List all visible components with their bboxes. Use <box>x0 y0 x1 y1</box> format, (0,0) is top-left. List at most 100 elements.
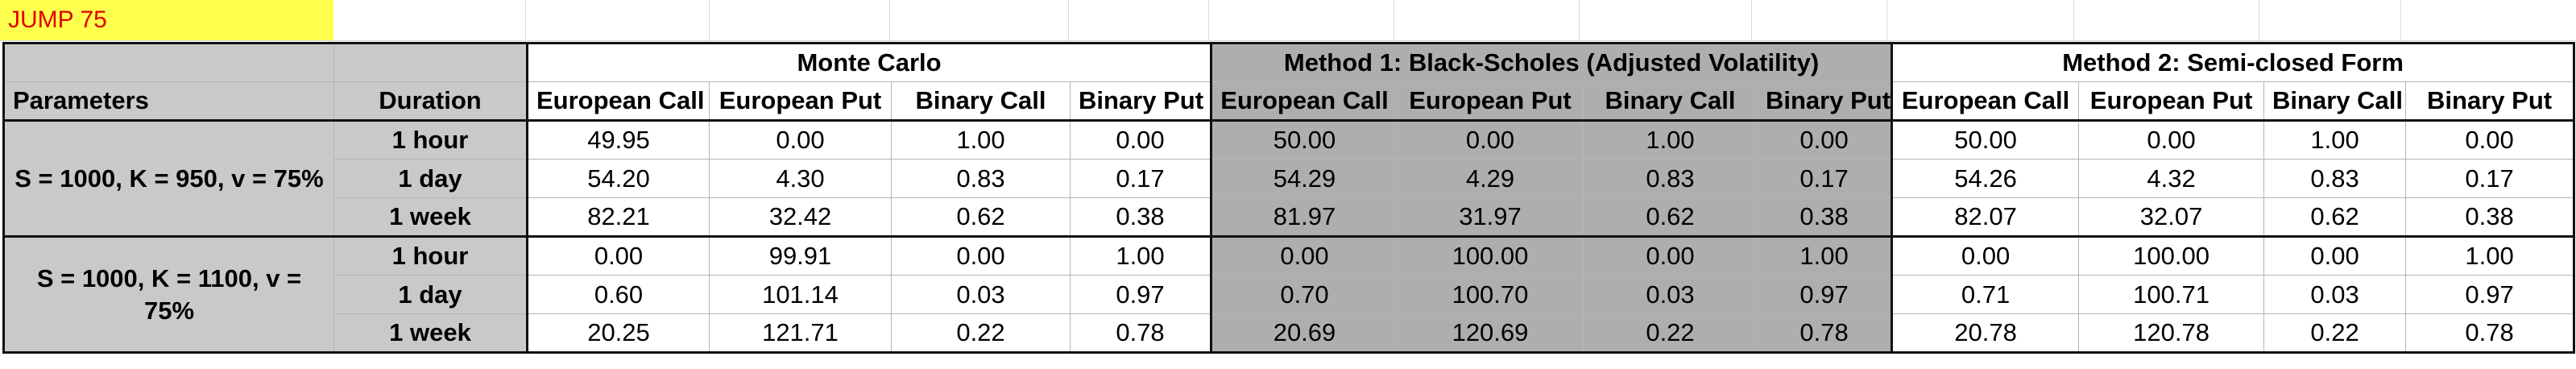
mc-binary-put-cell[interactable]: 0.17 <box>1070 159 1211 198</box>
sc-european-put-cell[interactable]: 100.71 <box>2078 275 2265 314</box>
bs-european-put-header[interactable]: European Put <box>1397 81 1584 122</box>
mc-binary-call-cell[interactable]: 0.03 <box>891 275 1071 314</box>
mc-european-put-cell[interactable]: 99.91 <box>709 236 892 276</box>
sc-binary-put-cell[interactable]: 0.17 <box>2405 159 2576 198</box>
duration-cell[interactable]: 1 week <box>333 197 528 238</box>
sc-binary-put-cell[interactable]: 0.00 <box>2405 120 2576 160</box>
mc-european-call-cell[interactable]: 20.25 <box>526 313 710 354</box>
bs-european-call-cell[interactable]: 0.70 <box>1210 275 1398 314</box>
duration-cell[interactable]: 1 day <box>333 159 528 198</box>
parameters-header[interactable]: Parameters <box>2 81 334 122</box>
bs-binary-call-cell[interactable]: 0.03 <box>1583 275 1758 314</box>
mc-european-put-cell[interactable]: 4.30 <box>709 159 892 198</box>
mc-european-put-cell[interactable]: 121.71 <box>709 313 892 354</box>
bs-european-call-cell[interactable]: 0.00 <box>1210 236 1398 276</box>
mc-european-call-cell[interactable]: 0.60 <box>526 275 710 314</box>
mc-european-call-cell[interactable]: 82.21 <box>526 197 710 238</box>
sc-european-put-cell[interactable]: 100.00 <box>2078 236 2265 276</box>
duration-cell[interactable]: 1 day <box>333 275 528 314</box>
sc-european-put-cell[interactable]: 120.78 <box>2078 313 2265 354</box>
mc-binary-put-cell[interactable]: 0.38 <box>1070 197 1211 238</box>
sc-european-put-header[interactable]: European Put <box>2078 81 2265 122</box>
mc-european-put-cell[interactable]: 0.00 <box>709 120 892 160</box>
bs-binary-put-cell[interactable]: 0.97 <box>1756 275 1893 314</box>
mc-european-put-cell[interactable]: 101.14 <box>709 275 892 314</box>
bs-binary-call-cell[interactable]: 0.22 <box>1583 313 1758 354</box>
mc-european-put-cell[interactable]: 32.42 <box>709 197 892 238</box>
header-blank-cell[interactable] <box>333 42 528 82</box>
mc-binary-call-header[interactable]: Binary Call <box>891 81 1071 122</box>
bs-binary-call-header[interactable]: Binary Call <box>1583 81 1758 122</box>
mc-binary-put-cell[interactable]: 0.78 <box>1070 313 1211 354</box>
mc-european-call-cell[interactable]: 49.95 <box>526 120 710 160</box>
bs-binary-put-cell[interactable]: 0.00 <box>1756 120 1893 160</box>
group-semi-closed[interactable]: Method 2: Semi-closed Form <box>1891 42 2576 82</box>
sc-binary-call-cell[interactable]: 0.83 <box>2263 159 2407 198</box>
group-black-scholes[interactable]: Method 1: Black-Scholes (Adjusted Volati… <box>1209 42 1893 82</box>
sc-european-call-cell[interactable]: 54.26 <box>1891 159 2080 198</box>
sc-european-call-cell[interactable]: 0.00 <box>1891 236 2080 276</box>
duration-cell[interactable]: 1 week <box>333 313 528 354</box>
bs-binary-put-header[interactable]: Binary Put <box>1756 81 1893 122</box>
bs-binary-put-cell[interactable]: 0.78 <box>1756 313 1893 354</box>
bs-european-put-cell[interactable]: 100.00 <box>1397 236 1584 276</box>
mc-binary-put-header[interactable]: Binary Put <box>1070 81 1211 122</box>
sc-european-call-cell[interactable]: 20.78 <box>1891 313 2080 354</box>
bs-european-put-cell[interactable]: 31.97 <box>1397 197 1584 238</box>
bs-binary-call-cell[interactable]: 1.00 <box>1583 120 1758 160</box>
sc-european-call-cell[interactable]: 50.00 <box>1891 120 2080 160</box>
parameter-block-label[interactable]: S = 1000, K = 950, v = 75% <box>2 120 334 238</box>
sc-european-call-header[interactable]: European Call <box>1891 81 2080 122</box>
bs-european-call-cell[interactable]: 50.00 <box>1210 120 1398 160</box>
sc-european-put-cell[interactable]: 32.07 <box>2078 197 2265 238</box>
sc-binary-put-header[interactable]: Binary Put <box>2405 81 2576 122</box>
bs-european-call-cell[interactable]: 54.29 <box>1210 159 1398 198</box>
mc-binary-call-cell[interactable]: 0.22 <box>891 313 1071 354</box>
mc-european-call-cell[interactable]: 54.20 <box>526 159 710 198</box>
sc-binary-call-cell[interactable]: 0.62 <box>2263 197 2407 238</box>
sc-binary-call-cell[interactable]: 1.00 <box>2263 120 2407 160</box>
mc-binary-put-cell[interactable]: 0.97 <box>1070 275 1211 314</box>
sheet-title-cell[interactable]: JUMP 75 <box>0 0 333 40</box>
bs-european-call-cell[interactable]: 81.97 <box>1210 197 1398 238</box>
bs-european-call-header[interactable]: European Call <box>1210 81 1398 122</box>
sc-european-put-cell[interactable]: 4.32 <box>2078 159 2265 198</box>
sc-european-call-cell[interactable]: 0.71 <box>1891 275 2080 314</box>
bs-european-put-cell[interactable]: 100.70 <box>1397 275 1584 314</box>
sc-binary-put-cell[interactable]: 1.00 <box>2405 236 2576 276</box>
sc-european-put-cell[interactable]: 0.00 <box>2078 120 2265 160</box>
bs-binary-put-cell[interactable]: 1.00 <box>1756 236 1893 276</box>
mc-binary-call-cell[interactable]: 0.62 <box>891 197 1071 238</box>
sc-binary-put-cell[interactable]: 0.38 <box>2405 197 2576 238</box>
sc-european-call-cell[interactable]: 82.07 <box>1891 197 2080 238</box>
duration-cell[interactable]: 1 hour <box>333 236 528 276</box>
bs-binary-call-cell[interactable]: 0.83 <box>1583 159 1758 198</box>
header-blank-cell[interactable] <box>2 42 334 82</box>
bs-binary-put-cell[interactable]: 0.17 <box>1756 159 1893 198</box>
sc-binary-call-cell[interactable]: 0.22 <box>2263 313 2407 354</box>
duration-header[interactable]: Duration <box>333 81 528 122</box>
sc-binary-put-cell[interactable]: 0.78 <box>2405 313 2576 354</box>
bs-binary-call-cell[interactable]: 0.00 <box>1583 236 1758 276</box>
parameter-block-label[interactable]: S = 1000, K = 1100, v = 75% <box>2 236 334 354</box>
sc-binary-call-cell[interactable]: 0.03 <box>2263 275 2407 314</box>
sc-binary-call-header[interactable]: Binary Call <box>2263 81 2407 122</box>
mc-binary-call-cell[interactable]: 0.00 <box>891 236 1071 276</box>
bs-european-call-cell[interactable]: 20.69 <box>1210 313 1398 354</box>
mc-binary-put-cell[interactable]: 1.00 <box>1070 236 1211 276</box>
sc-binary-call-cell[interactable]: 0.00 <box>2263 236 2407 276</box>
mc-binary-call-cell[interactable]: 0.83 <box>891 159 1071 198</box>
bs-european-put-cell[interactable]: 4.29 <box>1397 159 1584 198</box>
mc-european-put-header[interactable]: European Put <box>709 81 892 122</box>
bs-binary-put-cell[interactable]: 0.38 <box>1756 197 1893 238</box>
mc-binary-put-cell[interactable]: 0.00 <box>1070 120 1211 160</box>
duration-cell[interactable]: 1 hour <box>333 120 528 160</box>
mc-binary-call-cell[interactable]: 1.00 <box>891 120 1071 160</box>
bs-european-put-cell[interactable]: 0.00 <box>1397 120 1584 160</box>
bs-european-put-cell[interactable]: 120.69 <box>1397 313 1584 354</box>
group-monte-carlo[interactable]: Monte Carlo <box>526 42 1211 82</box>
mc-european-call-header[interactable]: European Call <box>526 81 710 122</box>
mc-european-call-cell[interactable]: 0.00 <box>526 236 710 276</box>
bs-binary-call-cell[interactable]: 0.62 <box>1583 197 1758 238</box>
sc-binary-put-cell[interactable]: 0.97 <box>2405 275 2576 314</box>
